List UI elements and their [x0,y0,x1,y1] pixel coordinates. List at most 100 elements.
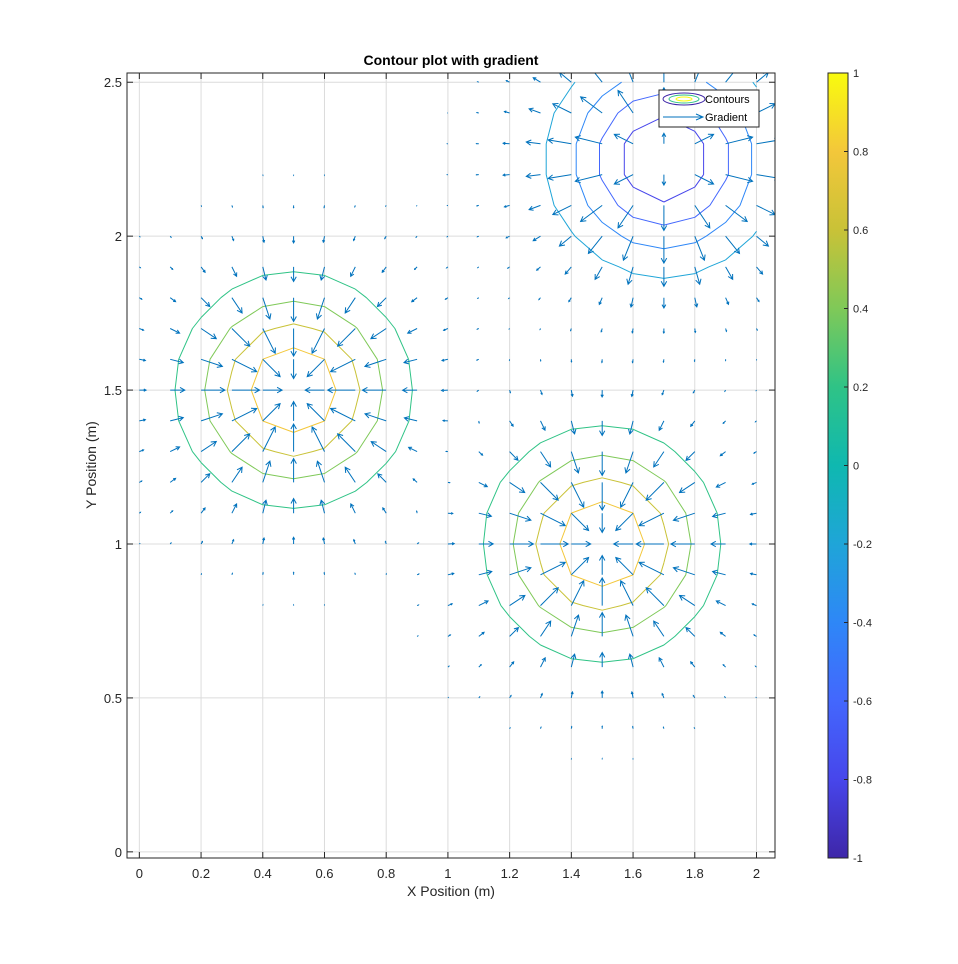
x-tick-label: 0.4 [254,866,272,881]
gradient-arrow [658,420,665,432]
colorbar-tick-label: -0.2 [853,539,872,551]
gradient-arrow [290,400,297,421]
gradient-arrow [658,656,665,668]
gradient-arrow [661,692,665,699]
contour-line [204,300,692,634]
gradient-arrow [290,297,297,323]
gradient-arrow [751,603,757,607]
gradient-arrow [551,204,572,216]
gradient-arrow [613,133,634,145]
gradient-arrow [600,390,604,399]
contour-line [545,81,757,279]
colorbar-tick-label: 0.8 [853,147,868,159]
gradient-arrow [661,174,667,187]
gradient-arrow [336,433,356,452]
gradient-arrow [231,502,238,514]
gradient-arrow [506,266,510,269]
legend-contours-icon [662,92,706,106]
gradient-arrow [509,420,514,427]
gradient-arrow [756,266,764,275]
gradient-arrow [139,449,145,453]
gradient-arrow [447,512,454,515]
gradient-arrow [617,205,634,229]
gradient-arrow [525,139,541,146]
gradient-arrow [722,664,726,668]
gradient-arrow [756,204,775,216]
gradient-arrow [615,556,634,576]
gradient-arrow [139,480,143,483]
gradient-arrow [528,107,541,114]
gradient-arrow [631,359,634,364]
gradient-arrow [672,512,695,522]
gradient-arrow [532,77,541,83]
gradient-arrow [669,540,695,548]
gradient-arrow [570,579,585,606]
gradient-arrow [478,420,480,425]
gradient-arrow [540,656,546,668]
gradient-arrow [401,387,418,394]
gradient-arrow [441,358,449,362]
gradient-arrow [748,542,757,546]
gradient-arrow [694,133,715,145]
gradient-arrow [694,328,697,334]
gradient-arrow [628,420,634,436]
gradient-arrow [547,174,572,181]
gradient-arrow [507,297,510,300]
gradient-arrow [170,386,186,394]
y-tick-label: 0.5 [104,691,122,706]
gradient-arrow [509,481,526,494]
colorbar-ticks: -1 -0.8 -0.6 -0.4 -0.2 0 0.2 0.4 0.6 0.8 1 [844,68,872,865]
gradient-arrow [508,328,510,330]
gradient-arrow [661,297,667,310]
contour-line [575,81,753,250]
gradient-arrow [231,328,251,347]
gradient-arrow [478,664,482,668]
x-tick-label: 1.8 [686,866,704,881]
gradient-arrow [756,174,775,181]
gradient-arrow [624,451,634,474]
gradient-arrow [290,266,297,283]
gradient-arrow [509,660,515,668]
gradient-arrow [598,576,606,606]
gradient-arrow [725,328,728,333]
gradient-arrow [200,358,224,368]
gradient-arrow [715,600,726,607]
gradient-arrow [539,359,542,362]
gradient-arrow [231,386,261,394]
gradient-arrow [447,634,452,637]
gradient-arrow [478,631,485,637]
gradient-arrow [447,542,456,546]
gradient-arrow [475,142,479,145]
gradient-arrow [410,297,418,303]
legend[interactable]: Contours Gradient [658,89,760,128]
gradient-arrow [540,482,559,501]
gradient-arrow [304,386,325,394]
gradient-arrow [139,297,143,300]
gradient-arrow [538,297,541,301]
gradient-arrow [476,389,480,392]
gradient-arrow [440,388,448,392]
gradient-arrow [323,205,325,209]
x-tick-label: 1.2 [501,866,519,881]
gradient-arrow [231,572,233,575]
gradient-arrow [326,386,356,394]
contour-line [250,347,646,587]
gradient-arrow [361,386,387,394]
gradient-arrow [478,481,489,488]
gradient-arrow [290,359,297,380]
gradient-arrow [200,540,203,545]
gradient-arrow [231,205,233,208]
gradient-arrow [262,571,264,575]
gradient-arrow [350,266,356,278]
gradient-arrow [306,358,325,378]
gradient-arrow [169,542,172,545]
gradient-arrow [370,441,387,453]
gradient-arrow [447,572,455,576]
gradient-arrow [540,420,546,432]
gradient-arrow [532,235,541,242]
legend-entry-gradient: Gradient [705,112,747,124]
gradient-arrow [231,236,235,242]
gradient-arrow [200,297,211,308]
gradient-arrow [322,536,326,545]
